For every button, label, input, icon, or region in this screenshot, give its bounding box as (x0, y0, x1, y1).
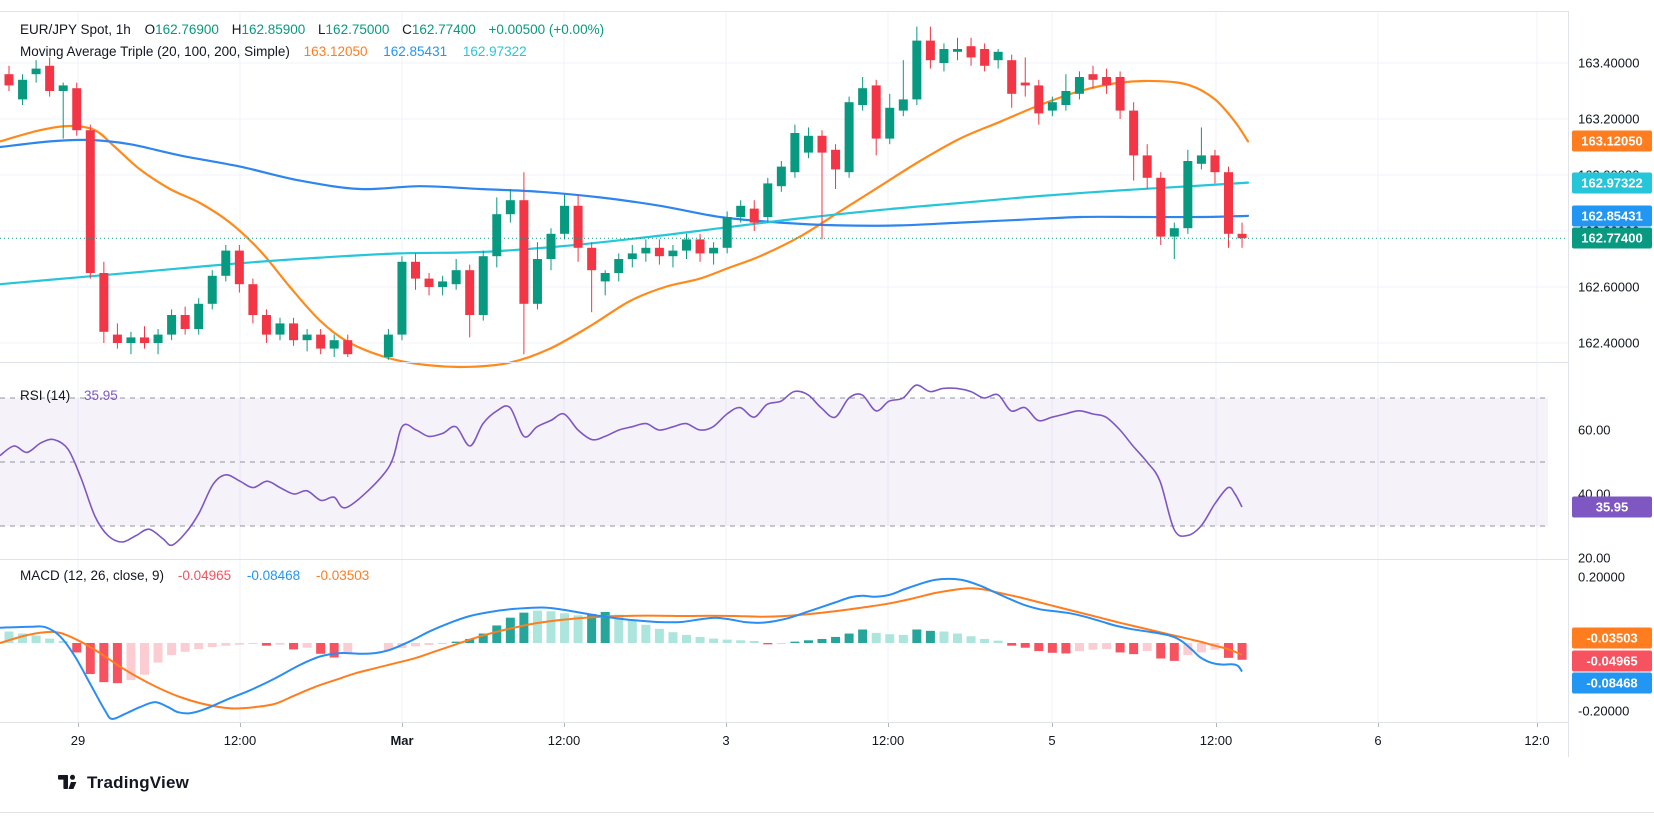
rsi-band (0, 397, 1548, 527)
ma-100-line (0, 138, 1250, 227)
time-tick (726, 723, 727, 727)
macd-signal-badge: -0.03503 (1572, 627, 1652, 649)
time-axis-label: 29 (70, 733, 86, 748)
price-scale-axis[interactable]: 163.40000163.20000163.00000162.80000162.… (1568, 11, 1654, 757)
time-tick (1052, 723, 1053, 727)
time-axis-label: 12:00 (547, 733, 581, 748)
rsi-value: 35.95 (84, 388, 118, 403)
symbol-legend-row[interactable]: EUR/JPY Spot, 1h O162.76900 H162.85900 L… (20, 22, 604, 37)
macd-axis-label: 0.20000 (1578, 569, 1625, 585)
price-axis-label: 163.20000 (1578, 111, 1640, 127)
time-scale-axis[interactable]: 29 12:00 Mar 12:00 3 12:00 5 12:00 6 12:0 (0, 722, 1654, 758)
rsi-line (0, 384, 1243, 547)
tradingview-logo[interactable]: TradingView (58, 773, 189, 793)
bottom-frame-line (0, 812, 1654, 813)
ma-legend-row[interactable]: Moving Average Triple (20, 100, 200, Sim… (20, 44, 539, 59)
macd-hist-value: -0.04965 (177, 568, 232, 583)
time-axis-label: 6 (1374, 733, 1382, 748)
ma20-price-badge: 163.12050 (1572, 130, 1652, 152)
price-axis-label: 162.60000 (1578, 279, 1640, 295)
time-axis-label: 12:0 (1524, 733, 1550, 748)
ma-indicator-title: Moving Average Triple (20, 100, 200, Sim… (20, 44, 290, 59)
time-tick (1537, 723, 1538, 727)
time-tick (78, 723, 79, 727)
candles-layer (4, 26, 1247, 360)
last-price-badge: 162.77400 (1572, 227, 1652, 249)
time-tick (1216, 723, 1217, 727)
ma200-value: 162.97322 (462, 44, 527, 59)
tradingview-logo-text: TradingView (87, 773, 190, 792)
macd-axis-label: -0.20000 (1578, 703, 1630, 719)
rsi-axis-label: 60.00 (1578, 422, 1611, 438)
tradingview-logo-icon (58, 774, 77, 789)
close-value: C162.77400 (402, 22, 476, 37)
time-tick (402, 723, 403, 727)
macd-layer (0, 577, 1247, 720)
macd-line-value: -0.08468 (246, 568, 301, 583)
ma20-value: 163.12050 (303, 44, 368, 59)
time-axis-label: 3 (722, 733, 730, 748)
chart-canvas[interactable] (0, 0, 1568, 757)
time-tick (564, 723, 565, 727)
pane-separator-rsi[interactable] (0, 362, 1654, 363)
price-axis-label: 162.40000 (1578, 335, 1640, 351)
high-value: H162.85900 (231, 22, 306, 37)
price-axis-label: 163.40000 (1578, 55, 1640, 71)
time-tick (240, 723, 241, 727)
macd-line-badge: -0.08468 (1572, 672, 1652, 694)
change-value: +0.00500 (+0.00%) (488, 22, 605, 37)
macd-signal-value: -0.03503 (315, 568, 370, 583)
open-value: O162.76900 (144, 22, 219, 37)
time-tick (1378, 723, 1379, 727)
ma100-price-badge: 162.85431 (1572, 205, 1652, 227)
time-axis-label: Mar (390, 733, 414, 748)
time-axis-label: 5 (1048, 733, 1056, 748)
time-axis-label: 12:00 (1199, 733, 1233, 748)
ma100-value: 162.85431 (383, 44, 448, 59)
time-axis-label: 12:00 (223, 733, 257, 748)
time-axis-label: 12:00 (871, 733, 905, 748)
ma200-price-badge: 162.97322 (1572, 172, 1652, 194)
rsi-legend-row[interactable]: RSI (14) 35.95 (20, 388, 118, 403)
rsi-indicator-title: RSI (14) (20, 388, 71, 403)
rsi-value-badge: 35.95 (1572, 496, 1652, 518)
macd-legend-row[interactable]: MACD (12, 26, close, 9) -0.04965 -0.0846… (20, 568, 381, 583)
time-tick (888, 723, 889, 727)
pane-separator-macd[interactable] (0, 559, 1654, 560)
low-value: L162.75000 (318, 22, 390, 37)
symbol-title: EUR/JPY Spot, 1h (20, 22, 131, 37)
ma-200-line (0, 181, 1250, 286)
rsi-axis-label: 20.00 (1578, 550, 1611, 566)
macd-hist-badge: -0.04965 (1572, 650, 1652, 672)
top-frame-line (0, 11, 1654, 12)
macd-indicator-title: MACD (12, 26, close, 9) (20, 568, 165, 583)
